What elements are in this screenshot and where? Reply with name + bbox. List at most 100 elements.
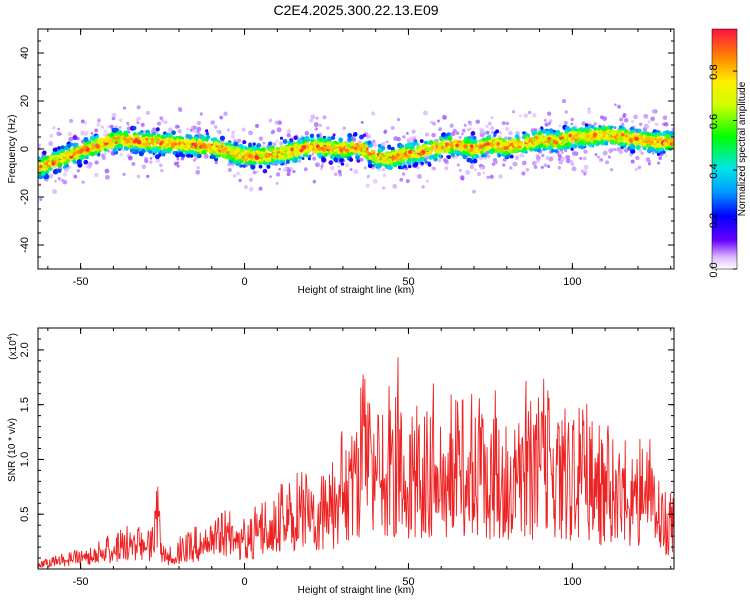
spectrogram-cell bbox=[455, 131, 460, 135]
spectrogram-cell bbox=[309, 133, 315, 139]
spectrogram-cell bbox=[555, 132, 560, 137]
spectrogram-cell bbox=[656, 132, 661, 136]
spectrogram-cell bbox=[671, 127, 674, 132]
spectrogram-cell bbox=[637, 165, 642, 170]
svg-text:(x104): (x104) bbox=[7, 333, 19, 360]
spectrogram-cell bbox=[541, 153, 545, 158]
spectrogram-cell bbox=[141, 133, 146, 138]
spectrogram-cell bbox=[424, 132, 429, 137]
spectrogram-cell bbox=[444, 166, 449, 171]
spectrogram-cell bbox=[171, 141, 176, 146]
spectrogram-cell bbox=[49, 133, 54, 138]
spectrogram-cell bbox=[239, 154, 243, 158]
spectrogram-cell bbox=[345, 151, 351, 157]
spectrogram-cell bbox=[541, 129, 547, 135]
spectrogram-cell bbox=[624, 148, 629, 153]
spectrogram-cell bbox=[444, 159, 449, 164]
spectrogram-cell bbox=[275, 159, 280, 164]
spectrogram-cell bbox=[266, 157, 272, 163]
snr-ticks: -50 0 50 100 0.5 1.0 1.5 2.0 bbox=[19, 328, 674, 588]
spectrogram-cell bbox=[331, 153, 336, 158]
spectrogram-cell bbox=[339, 157, 344, 163]
spectrogram-cell bbox=[671, 137, 674, 142]
spectrogram-cell bbox=[332, 133, 336, 137]
spectrogram-cell bbox=[635, 155, 640, 161]
spectrogram-cell bbox=[119, 132, 124, 137]
spectrogram-cell bbox=[529, 146, 535, 152]
spectrogram-cell bbox=[118, 118, 123, 122]
spectrogram-cell bbox=[498, 148, 505, 154]
spectrogram-cell bbox=[597, 142, 601, 145]
spectrogram-cell bbox=[643, 147, 647, 151]
spectrogram-cell bbox=[247, 160, 253, 165]
spectrogram-cell bbox=[127, 137, 132, 141]
spectrogram-cell bbox=[502, 142, 507, 147]
spectrogram-cell bbox=[385, 140, 389, 144]
spectrogram-cell bbox=[508, 149, 513, 153]
spectrogram-cell bbox=[328, 160, 334, 165]
spectrogram-cell bbox=[350, 136, 354, 140]
spectrogram-cell bbox=[664, 138, 668, 143]
spectrogram-cell bbox=[83, 136, 89, 143]
spectrogram-cell bbox=[308, 154, 312, 158]
spectrogram-cell bbox=[486, 142, 491, 146]
spectrogram-cell bbox=[192, 125, 197, 130]
snr-xtick-label: 100 bbox=[563, 576, 581, 588]
spectrogram-cell bbox=[492, 141, 497, 145]
spectrogram-cell bbox=[276, 127, 282, 133]
spectrogram-cell bbox=[450, 148, 455, 153]
spectrogram-cell bbox=[363, 166, 367, 170]
spectrogram-cell bbox=[405, 179, 410, 184]
spectrogram-cell bbox=[105, 174, 110, 180]
spectrogram-cell bbox=[94, 160, 99, 165]
spectrogram-cell bbox=[490, 116, 494, 120]
spectrogram-cell bbox=[76, 150, 81, 154]
spectrogram-cell bbox=[533, 165, 538, 169]
spectrogram-cell bbox=[563, 148, 568, 153]
colorbar-tick-label: 0.6 bbox=[708, 114, 720, 129]
spectrogram-cell bbox=[568, 133, 572, 138]
spectrogram-cell bbox=[173, 161, 178, 166]
spectrogram-cell bbox=[111, 112, 117, 118]
spectrogram-cell bbox=[486, 154, 491, 159]
spectrogram-cell bbox=[72, 160, 77, 164]
spectrogram-cell bbox=[583, 164, 589, 170]
spectrogram-cell bbox=[522, 146, 528, 152]
spectrogram-cell bbox=[547, 164, 551, 169]
spectrogram-cell bbox=[653, 132, 657, 136]
spectrogram-cell bbox=[560, 138, 566, 144]
spectrogram-cell bbox=[231, 130, 236, 135]
spectrogram-cell bbox=[367, 140, 372, 145]
spectrogram-cell bbox=[322, 135, 326, 139]
spectrogram-cell bbox=[563, 136, 567, 140]
spectrogram-cell bbox=[546, 111, 552, 116]
spectrogram-cell bbox=[268, 118, 273, 123]
spectrogram-cell bbox=[55, 151, 60, 156]
spectrogram-cell bbox=[535, 155, 541, 161]
spectrogram-cell bbox=[333, 172, 338, 177]
spectrogram-cell bbox=[515, 156, 519, 161]
spectrogram-cell bbox=[547, 145, 553, 151]
spectrogram-cell bbox=[662, 131, 666, 135]
spectrogram-cell bbox=[38, 167, 42, 172]
spectrogram-cell bbox=[633, 140, 639, 146]
spectrogram-cell bbox=[178, 108, 183, 113]
spectrogram-cell bbox=[516, 137, 520, 142]
spectrogram-cell bbox=[393, 156, 397, 160]
spectrogram-cell bbox=[136, 105, 141, 110]
spectrogram-cell bbox=[490, 130, 495, 135]
spectrogram-cell bbox=[613, 126, 617, 130]
spectrogram-cell bbox=[85, 165, 89, 169]
spectrogram-ytick-label: -20 bbox=[19, 189, 31, 205]
spectrogram-cell bbox=[206, 136, 210, 140]
spectrogram-cell bbox=[315, 162, 320, 168]
spectrogram-xlabel: Height of straight line (km) bbox=[298, 285, 415, 296]
spectrogram-cell bbox=[392, 183, 398, 189]
spectrogram-cell bbox=[90, 132, 94, 135]
spectrogram-cell bbox=[511, 110, 516, 114]
spectrogram-cell bbox=[141, 164, 147, 170]
colorbar-tick-label: 0.2 bbox=[708, 213, 720, 228]
spectrogram-cell bbox=[569, 143, 573, 147]
spectrogram-cell bbox=[171, 130, 176, 135]
spectrogram-cell bbox=[286, 128, 292, 134]
